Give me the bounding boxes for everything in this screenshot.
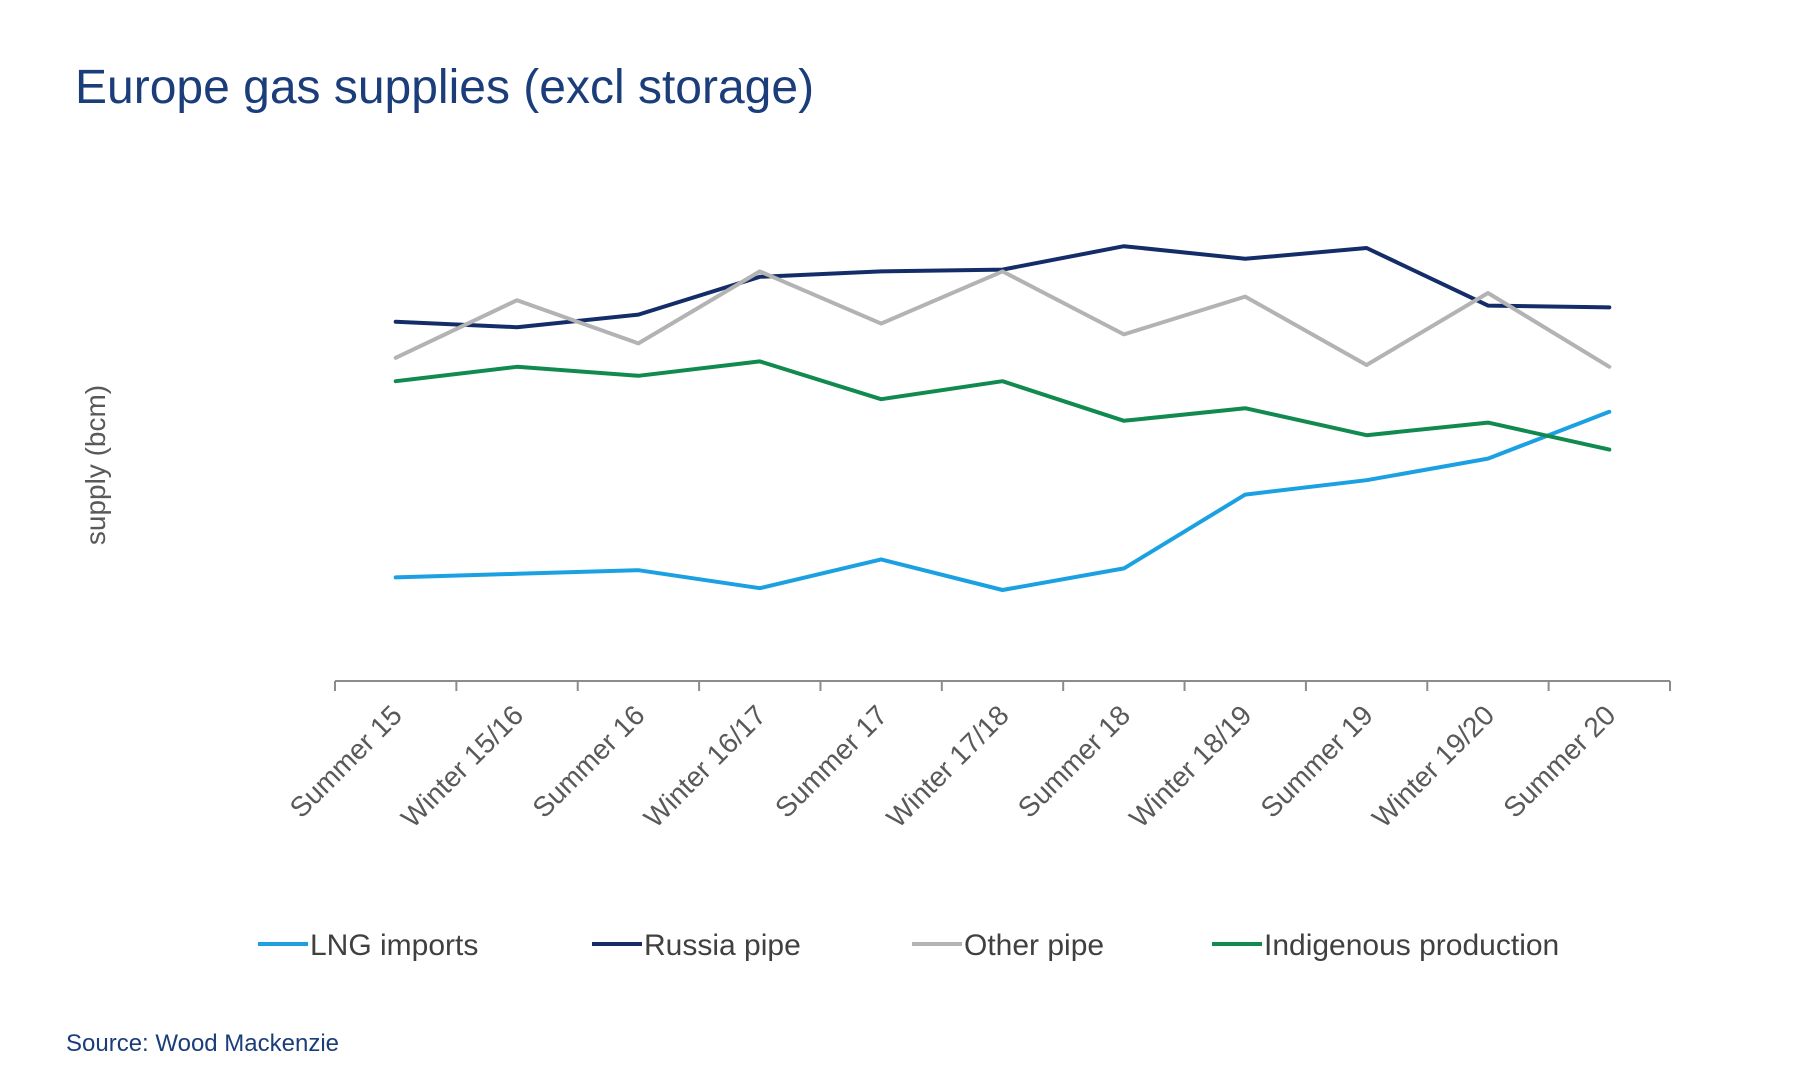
legend-label: Other pipe [964,929,1104,962]
y-axis-label: supply (bcm) [80,385,111,545]
x-tick-label: Winter 15/16 [395,699,529,833]
x-tick-label: Summer 17 [769,699,893,823]
legend-label: LNG imports [310,929,478,962]
series-line [393,359,1612,452]
x-tick-label: Summer 20 [1497,699,1621,823]
x-tick-label: Winter 16/17 [638,699,772,833]
x-tick-label: Summer 15 [284,699,408,823]
x-tick-label: Winter 18/19 [1123,699,1257,833]
x-tick-label: Summer 18 [1012,699,1136,823]
x-tick-label: Winter 19/20 [1366,699,1500,833]
legend-label: Russia pipe [644,929,801,962]
legend: LNG imports Russia pipe Other pipe Indigeno… [258,929,1559,962]
source-note: Source: Wood Mackenzie [66,1030,340,1057]
series-line [393,409,1612,592]
x-tick-label: Summer 16 [526,699,650,823]
legend-label: Indigenous production [1264,929,1559,962]
series-line [393,244,1612,330]
plot-area [393,244,1612,592]
x-tick-label: Winter 17/18 [881,699,1015,833]
x-tick-label: Summer 19 [1255,699,1379,823]
chart-title: Europe gas supplies (excl storage) [75,61,815,114]
x-axis [334,680,1671,691]
series-line [393,269,1612,369]
